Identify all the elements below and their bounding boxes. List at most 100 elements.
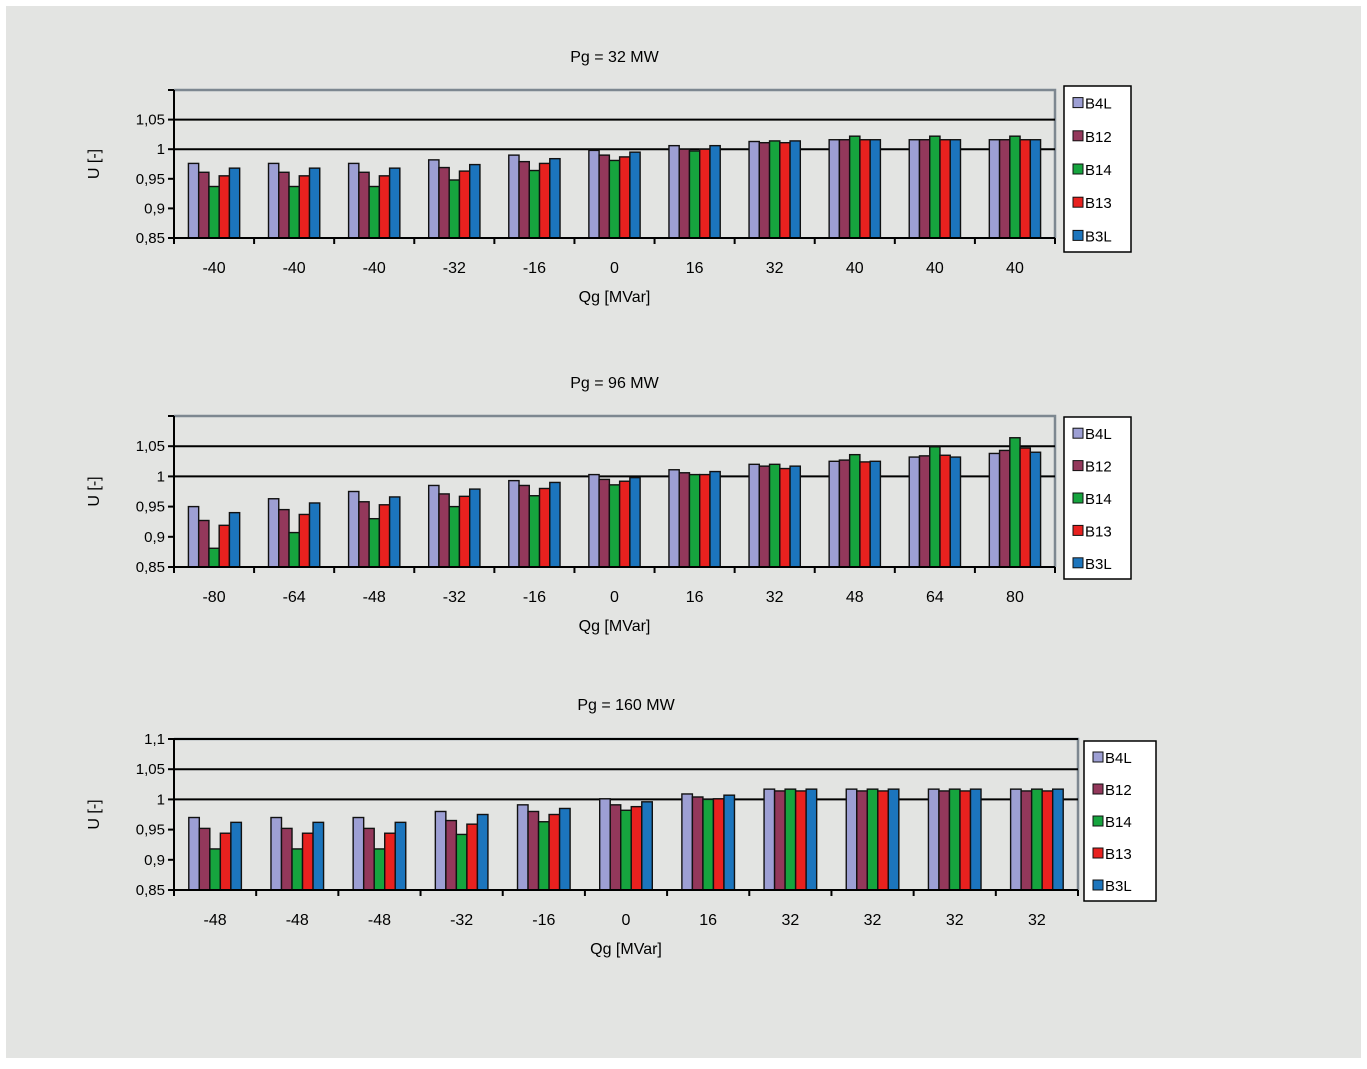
x-tick-label: 32	[781, 912, 799, 929]
bar-b14-6	[620, 809, 632, 891]
bar-b3l-1	[230, 821, 243, 891]
legend-swatch-b13	[1072, 524, 1084, 536]
bar-b12-11	[998, 449, 1011, 568]
bar-b14-10	[948, 788, 961, 891]
chart-title: Pg = 160 MW	[577, 697, 675, 714]
bar-b4l-9	[828, 139, 841, 239]
bar-b3l-7	[723, 794, 736, 891]
bar-b14-7	[688, 150, 701, 239]
x-tick-label: -40	[283, 260, 306, 277]
bar-b13-8	[794, 790, 807, 891]
bar-b13-3	[378, 504, 391, 568]
bar-b13-9	[859, 139, 871, 239]
legend-swatch-b14	[1072, 163, 1084, 175]
legend-swatch-b12	[1072, 460, 1084, 472]
bar-b12-2	[280, 827, 293, 891]
bar-b12-5	[518, 160, 530, 239]
bar-b12-8	[758, 141, 771, 239]
legend-label-b4l: B4L	[1085, 426, 1112, 443]
x-axis-label: Qg [MVar]	[579, 289, 651, 306]
legend-label-b14: B14	[1105, 814, 1132, 831]
bar-b3l-6	[629, 151, 641, 239]
bar-b3l-6	[629, 476, 641, 568]
bar-b12-7	[678, 148, 691, 239]
x-tick-label: 16	[686, 260, 704, 277]
bar-b14-11	[1030, 788, 1043, 891]
bar-b14-1	[208, 547, 220, 568]
legend-label-b4l: B4L	[1085, 96, 1112, 113]
y-tick-label: 0,85	[136, 230, 165, 247]
bar-b3l-3	[388, 167, 401, 239]
x-tick-label: 16	[699, 912, 717, 929]
x-tick-label: 80	[1006, 589, 1024, 606]
x-tick-label: -40	[363, 260, 386, 277]
bar-b4l-6	[588, 149, 600, 239]
legend-swatch-b3l	[1072, 557, 1084, 569]
x-tick-label: -48	[286, 912, 309, 929]
x-tick-label: -32	[450, 912, 473, 929]
bar-b13-7	[712, 798, 725, 891]
bar-b4l-7	[668, 144, 680, 239]
legend-label-b13: B13	[1105, 846, 1132, 863]
bar-b14-8	[768, 463, 781, 568]
bar-b14-9	[848, 453, 861, 568]
legend-swatch-b12	[1092, 783, 1104, 795]
bar-b14-3	[368, 517, 381, 568]
bar-b4l-6	[588, 473, 600, 568]
legend-label-b3l: B3L	[1085, 556, 1112, 573]
x-tick-label: 32	[864, 912, 882, 929]
y-tick-label: 1	[157, 791, 165, 808]
bar-b13-6	[618, 480, 631, 568]
bar-b12-10	[918, 139, 931, 239]
bar-b4l-10	[927, 788, 940, 891]
bar-b13-7	[699, 148, 711, 239]
y-tick-label: 0,9	[144, 852, 165, 869]
legend-label-b12: B12	[1105, 782, 1132, 799]
bar-b3l-5	[549, 481, 561, 568]
bar-b12-9	[838, 459, 851, 568]
bar-b3l-11	[1051, 788, 1064, 891]
bar-b14-1	[209, 848, 222, 891]
x-tick-label: -16	[523, 589, 546, 606]
y-tick-label: 0,85	[136, 559, 165, 576]
bar-b4l-11	[988, 452, 1001, 568]
bar-b14-1	[208, 185, 220, 239]
bar-b4l-10	[908, 139, 921, 239]
bar-b12-1	[197, 519, 210, 568]
legend-label-b14: B14	[1085, 162, 1112, 179]
bar-b13-9	[859, 461, 871, 568]
bar-b12-3	[358, 171, 370, 239]
bar-b4l-8	[748, 140, 761, 239]
legend: B4L B12 B14 B13 B3L	[1063, 416, 1132, 580]
bar-b13-4	[458, 170, 471, 239]
bar-b13-4	[458, 495, 471, 568]
bar-b3l-10	[949, 139, 962, 239]
bar-b4l-2	[267, 498, 280, 568]
bar-b13-8	[779, 467, 791, 568]
bar-b14-8	[768, 140, 781, 239]
bar-b3l-3	[388, 496, 401, 568]
bar-b12-7	[678, 472, 691, 568]
bar-b3l-5	[558, 807, 571, 891]
y-tick-label: 0,9	[144, 529, 165, 546]
bar-b14-9	[848, 135, 861, 239]
bar-b12-1	[197, 171, 210, 239]
bar-b13-1	[218, 524, 231, 568]
bar-b12-2	[278, 508, 290, 568]
bar-b14-10	[929, 135, 941, 239]
bar-b3l-10	[969, 788, 982, 891]
bar-b14-7	[702, 798, 715, 891]
bar-b3l-3	[394, 821, 407, 891]
x-tick-label: -32	[443, 589, 466, 606]
bar-b12-8	[773, 790, 786, 891]
y-tick-label: 0,9	[144, 200, 165, 217]
y-axis-label: U [-]	[86, 476, 103, 506]
bar-b3l-9	[869, 460, 882, 568]
bar-b3l-11	[1029, 451, 1042, 568]
bar-b4l-5	[508, 154, 520, 239]
bar-b13-5	[548, 813, 561, 891]
legend-label-b14: B14	[1085, 491, 1112, 508]
x-tick-label: 40	[846, 260, 864, 277]
bar-b3l-8	[789, 140, 802, 239]
